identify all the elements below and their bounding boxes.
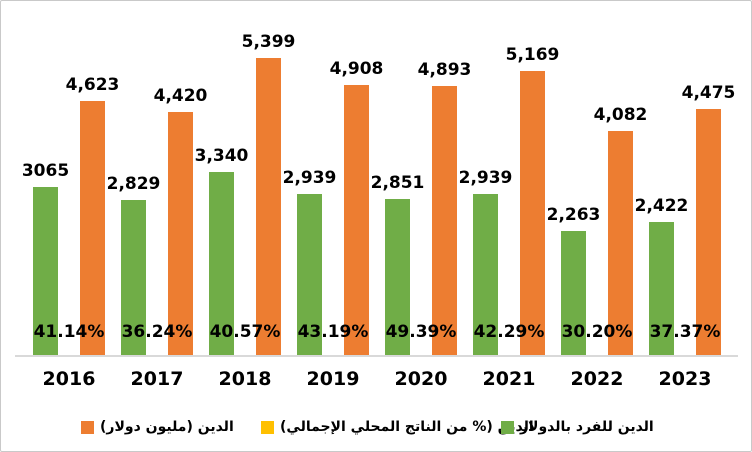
bar-orange-2016	[80, 100, 105, 356]
bar-value-label-orange-2021: 5,169	[505, 44, 560, 65]
year-label-2017: 2017	[130, 368, 184, 390]
bar-green-2018	[209, 171, 234, 356]
bar-green-2016	[33, 186, 58, 356]
x-axis-line	[15, 355, 738, 357]
bar-value-label-orange-2019: 4,908	[329, 59, 384, 80]
bar-value-label-green-2022: 2,263	[546, 205, 601, 226]
percent-label-2017: 36.24%	[121, 322, 193, 342]
bar-orange-2021	[520, 70, 545, 356]
legend-label-debt-per-capita: الدين للفرد بالدولار	[520, 419, 654, 435]
percent-label-2021: 42.29%	[473, 322, 545, 342]
bar-green-2021	[473, 193, 498, 356]
bar-value-label-orange-2016: 4,623	[65, 74, 120, 95]
bar-green-2020	[385, 198, 410, 356]
year-label-2023: 2023	[658, 368, 712, 390]
bar-value-label-green-2021: 2,939	[458, 167, 513, 188]
bar-value-label-orange-2023: 4,475	[681, 83, 736, 103]
year-label-2019: 2019	[306, 368, 360, 390]
bar-green-2017	[121, 199, 146, 356]
percent-label-2019: 43.19%	[297, 322, 369, 342]
legend-entry-debt-per-capita: الدين للفرد بالدولار	[501, 414, 654, 440]
bar-value-label-green-2019: 2,939	[282, 167, 337, 188]
bar-value-label-green-2020: 2,851	[370, 172, 425, 193]
bar-green-2019	[297, 193, 322, 356]
percent-label-2023: 37.37%	[649, 322, 721, 342]
bar-green-2022	[561, 231, 586, 356]
bar-value-label-green-2018: 3,340	[194, 145, 249, 166]
legend-entry-debt-percent-gdp: الدين (% من الناتج المحلي الإجمالي)	[261, 414, 534, 440]
percent-label-2016: 41.14%	[33, 322, 105, 342]
percent-label-2022: 30.20%	[561, 322, 633, 342]
bar-value-label-green-2023: 2,422	[634, 196, 689, 217]
legend-swatch-orange	[81, 420, 94, 434]
legend-label-debt-million-usd: الدين (مليون دولار)	[100, 419, 234, 435]
bar-orange-2017	[168, 112, 193, 356]
legend-label-debt-percent-gdp: الدين (% من الناتج المحلي الإجمالي)	[280, 419, 534, 435]
year-label-2022: 2022	[570, 368, 624, 390]
bar-orange-2018	[256, 58, 281, 356]
year-label-2020: 2020	[394, 368, 448, 390]
bar-value-label-orange-2022: 4,082	[593, 104, 648, 125]
legend-entry-debt-million-usd: الدين (مليون دولار)	[81, 414, 234, 440]
percent-label-2018: 40.57%	[209, 322, 281, 342]
bar-value-label-green-2017: 2,829	[106, 173, 161, 194]
bar-orange-2023	[696, 109, 721, 356]
bar-value-label-orange-2018: 5,399	[241, 32, 296, 52]
year-label-2021: 2021	[482, 368, 536, 390]
year-label-2016: 2016	[42, 368, 96, 390]
bar-green-2023	[649, 222, 674, 356]
bar-orange-2019	[344, 85, 369, 356]
legend-swatch-green	[501, 420, 514, 434]
bar-value-label-orange-2020: 4,893	[417, 59, 472, 80]
bar-value-label-green-2016: 3065	[21, 160, 70, 181]
legend-swatch-yellow	[261, 420, 274, 434]
bar-value-label-orange-2017: 4,420	[153, 86, 208, 107]
percent-label-2020: 49.39%	[385, 322, 457, 342]
bar-orange-2022	[608, 130, 633, 356]
year-label-2018: 2018	[218, 368, 272, 390]
bar-orange-2020	[432, 85, 457, 356]
